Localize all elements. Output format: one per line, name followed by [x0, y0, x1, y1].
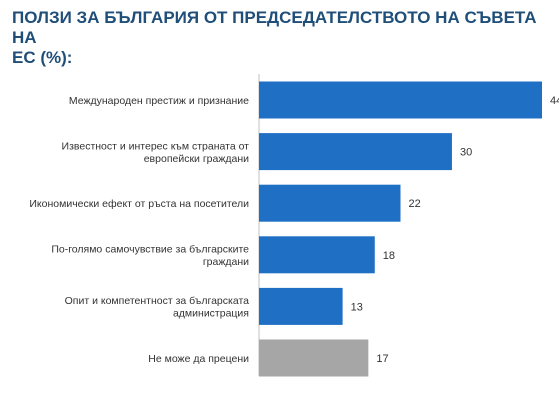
bar	[259, 184, 401, 222]
category-label: Известност и интерес към страната от	[62, 140, 250, 152]
category-label: граждани	[203, 256, 249, 268]
bar	[259, 81, 542, 119]
category-label: Международен престиж и признание	[69, 95, 249, 107]
data-label: 13	[351, 301, 363, 313]
bar	[259, 133, 452, 171]
category-label: По-голямо самочувствие за българските	[51, 244, 249, 256]
category-label: Опит и компетентност за българската	[65, 295, 250, 307]
category-label: европейски граждани	[144, 153, 249, 165]
data-label: 30	[460, 147, 472, 159]
bar	[259, 339, 369, 377]
data-label: 18	[383, 250, 395, 262]
bar	[259, 287, 343, 325]
category-label: Не може да прецени	[148, 353, 249, 365]
data-label: 44	[550, 95, 559, 107]
data-label: 22	[409, 198, 421, 210]
chart-title-line-1: ПОЛЗИ ЗА БЪЛГАРИЯ ОТ ПРЕДСЕДАТЕЛСТВОТО Н…	[12, 8, 537, 47]
data-label: 17	[376, 353, 388, 365]
category-label: администрация	[173, 308, 249, 320]
chart-plot-area: 44 Международен престиж и признание 30 Изве…	[29, 74, 559, 377]
chart-title: ПОЛЗИ ЗА БЪЛГАРИЯ ОТ ПРЕДСЕДАТЕЛСТВОТО Н…	[12, 8, 552, 68]
chart-title-line-2: ЕС (%):	[12, 48, 73, 67]
category-label: Икономически ефект от ръста на посетител…	[29, 198, 249, 210]
bar	[259, 236, 375, 274]
